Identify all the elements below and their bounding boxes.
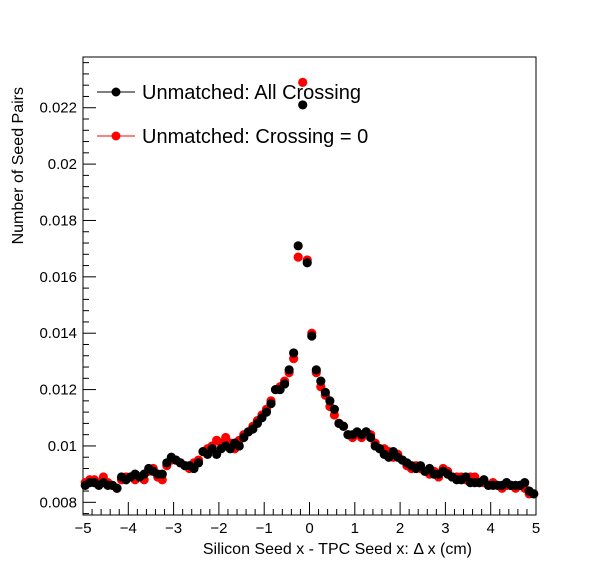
data-point-all-crossing xyxy=(329,404,340,414)
data-point-all-crossing xyxy=(311,365,321,375)
x-tick-label: 5 xyxy=(532,520,540,537)
data-point-all-crossing xyxy=(366,432,376,443)
y-tick-label: 0.018 xyxy=(39,212,77,229)
y-tick-label: 0.012 xyxy=(39,382,77,399)
y-tick-label: 0.02 xyxy=(48,156,77,173)
data-point-all-crossing xyxy=(289,348,299,358)
data-point-all-crossing xyxy=(266,399,276,409)
x-tick-label: −4 xyxy=(120,520,137,537)
data-point-all-crossing xyxy=(338,421,349,431)
data-point-all-crossing xyxy=(234,441,244,451)
axes: −5 −4 −3 −2 −1 0 1 2 3 4 5 0.008 0.01 0.012 0.014 0.016… xyxy=(39,62,540,537)
y-tick-label: 0.022 xyxy=(39,100,77,117)
data-point-all-crossing xyxy=(520,477,530,488)
data-point-all-crossing xyxy=(325,396,335,406)
y-tick-label: 0.016 xyxy=(39,269,77,286)
legend-label-crossing-0: Unmatched: Crossing = 0 xyxy=(142,126,368,148)
data-point-all-crossing xyxy=(157,469,167,479)
legend-label-all-crossing: Unmatched: All Crossing xyxy=(142,82,361,104)
legend-marker-crossing-0 xyxy=(111,131,121,141)
data-point-all-crossing xyxy=(261,407,272,417)
data-point-all-crossing xyxy=(112,483,122,493)
x-tick-label: 0 xyxy=(305,520,313,537)
data-point-all-crossing xyxy=(307,331,317,341)
x-tick-label: 4 xyxy=(487,520,495,537)
y-tick-label: 0.014 xyxy=(39,325,77,342)
x-tick-label: 2 xyxy=(396,520,404,537)
x-tick-label: −2 xyxy=(210,520,227,537)
data-point-crossing-0 xyxy=(293,252,303,262)
x-tick-label: −3 xyxy=(165,520,182,537)
x-axis-title: Silicon Seed x - TPC Seed x: Δ x (cm) xyxy=(203,541,472,558)
data-point-all-crossing xyxy=(529,489,539,499)
data-point-all-crossing xyxy=(279,379,290,389)
data-point-all-crossing xyxy=(320,387,330,397)
data-point-all-crossing xyxy=(316,376,326,386)
x-tick-label: 1 xyxy=(351,520,359,537)
data-point-all-crossing xyxy=(298,100,308,110)
x-tick-label: −5 xyxy=(74,520,91,537)
x-tick-label: −1 xyxy=(256,520,273,537)
data-point-all-crossing xyxy=(193,458,204,468)
legend-marker-all-crossing xyxy=(111,87,121,97)
x-tick-label: 3 xyxy=(441,520,449,537)
data-points xyxy=(80,77,539,499)
y-axis-title: Number of Seed Pairs xyxy=(10,87,27,244)
y-tick-label: 0.008 xyxy=(39,494,77,511)
data-point-all-crossing xyxy=(302,258,312,268)
legend: Unmatched: All Crossing Unmatched: Cross… xyxy=(97,82,368,148)
y-tick-label: 0.01 xyxy=(48,438,77,455)
data-point-all-crossing xyxy=(293,241,303,251)
data-point-crossing-0 xyxy=(298,77,308,87)
data-point-all-crossing xyxy=(284,365,294,375)
